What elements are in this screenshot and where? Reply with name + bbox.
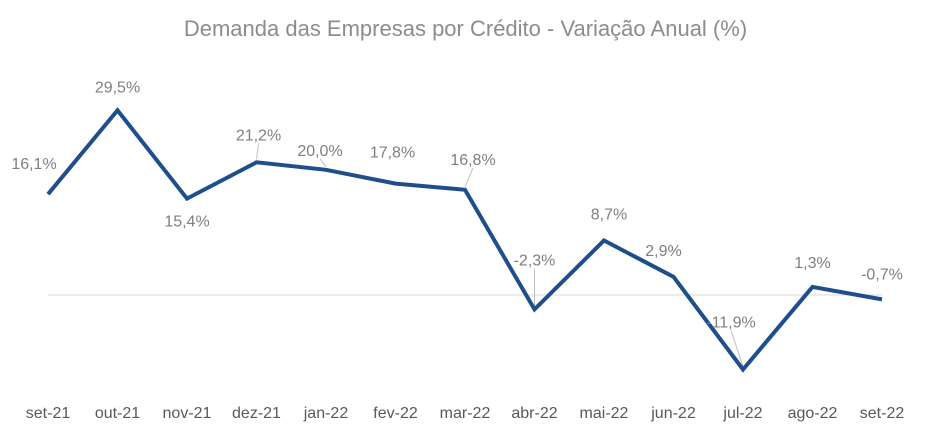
data-labels: 16,1% 29,5% 15,4% 21,2% 20,0% 17,8% 16,8% -2,3%… xyxy=(11,79,903,331)
data-label: 15,4% xyxy=(164,214,209,231)
data-label: 16,1% xyxy=(11,156,56,173)
chart-title: Demanda das Empresas por Crédito - Varia… xyxy=(183,16,748,41)
x-tick-label: nov-21 xyxy=(163,405,212,422)
x-tick-label: mar-22 xyxy=(440,405,491,422)
x-tick-label: dez-21 xyxy=(232,405,281,422)
x-tick-label: mai-22 xyxy=(580,405,629,422)
leader-line xyxy=(319,158,327,168)
series-line xyxy=(46,107,883,373)
data-label: 29,5% xyxy=(95,79,140,96)
x-tick-label: jul-22 xyxy=(722,405,762,422)
leader-lines xyxy=(256,143,744,367)
data-label: -2,3% xyxy=(514,252,556,269)
data-label: 2,9% xyxy=(645,243,681,260)
x-tick-label: abr-22 xyxy=(511,405,557,422)
x-axis-tick-labels: set-21 out-21 nov-21 dez-21 jan-22 fev-22 mar-… xyxy=(26,405,905,422)
leader-line xyxy=(730,330,744,367)
data-label: 20,0% xyxy=(297,143,342,160)
data-label: -0,7% xyxy=(861,266,903,283)
data-label: -11,9% xyxy=(706,314,756,331)
data-label: 21,2% xyxy=(236,127,281,144)
x-tick-label: ago-22 xyxy=(788,405,838,422)
data-label: 1,3% xyxy=(794,255,830,272)
data-label: 8,7% xyxy=(591,207,627,224)
leader-line xyxy=(464,167,474,188)
data-label: 16,8% xyxy=(450,152,495,169)
data-label: 17,8% xyxy=(370,145,415,162)
x-tick-label: set-21 xyxy=(26,405,71,422)
x-tick-label: jan-22 xyxy=(303,405,349,422)
x-tick-label: jun-22 xyxy=(650,405,696,422)
x-tick-label: fev-22 xyxy=(373,405,418,422)
x-tick-label: out-21 xyxy=(95,405,140,422)
x-tick-label: set-22 xyxy=(860,405,905,422)
leader-line xyxy=(256,143,259,160)
